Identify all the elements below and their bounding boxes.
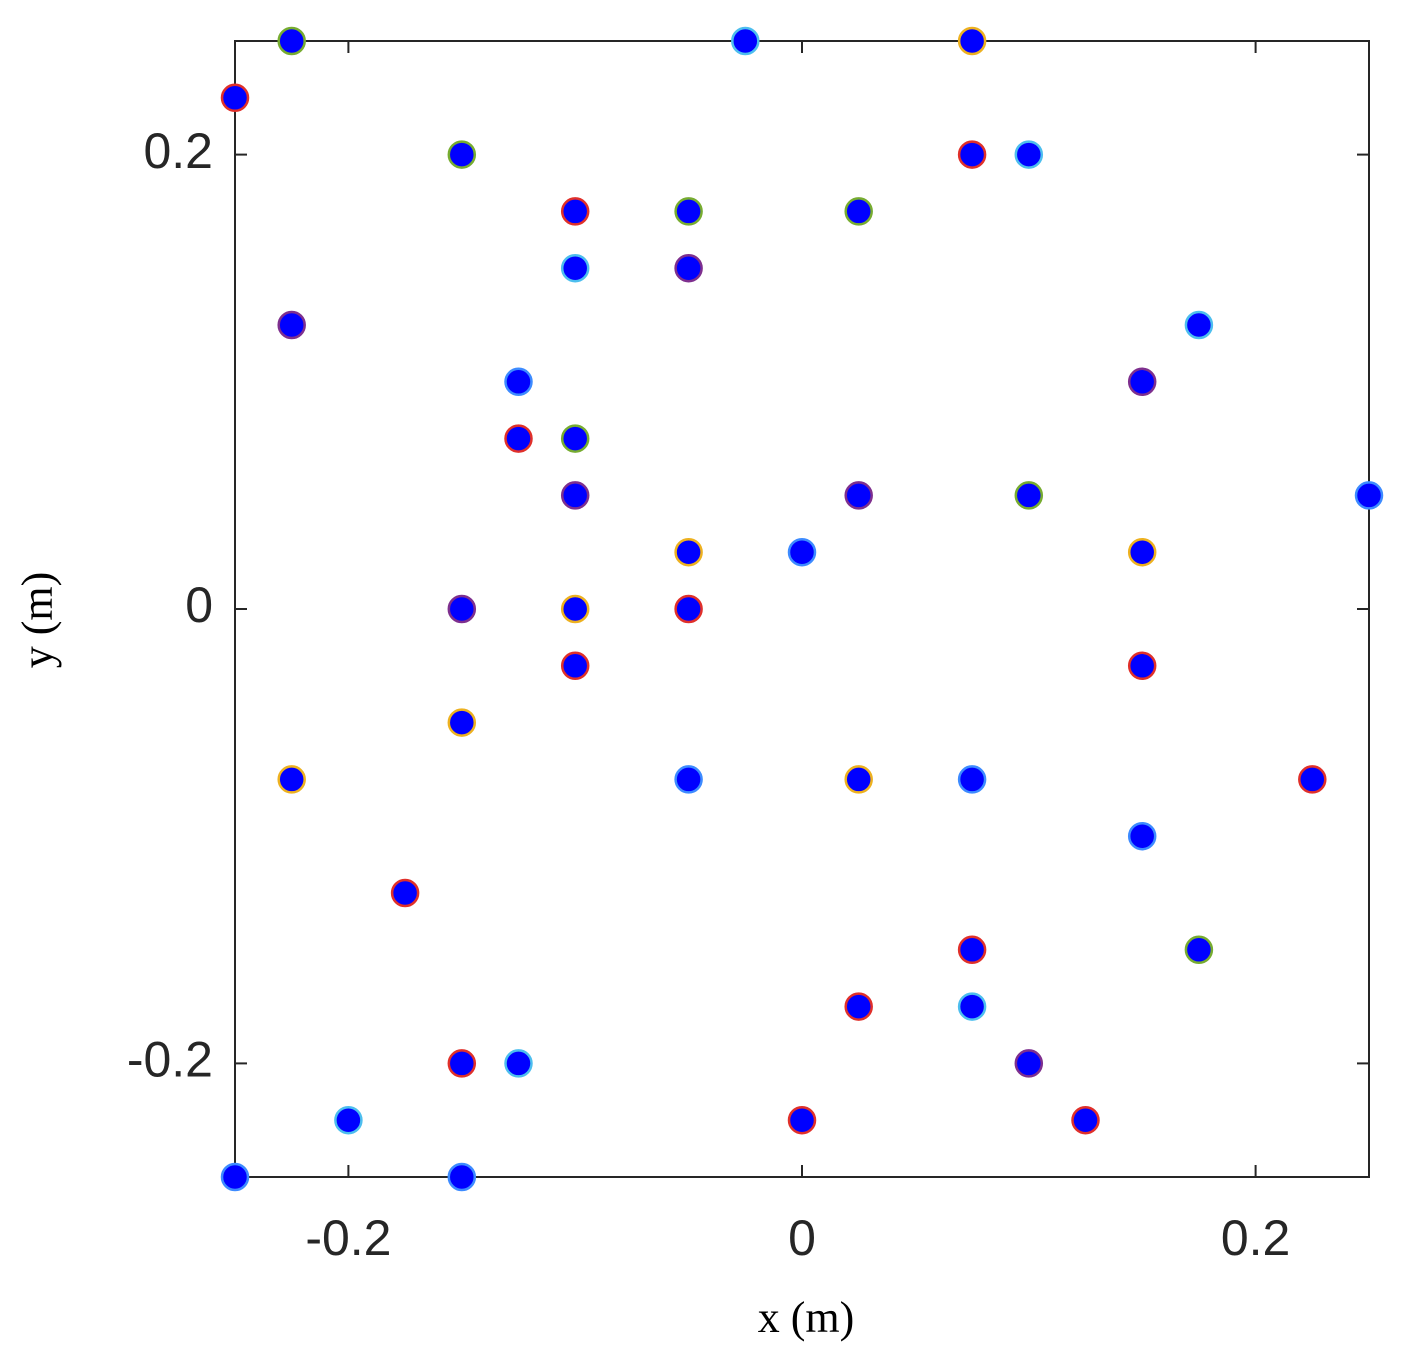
scatter-point bbox=[560, 197, 590, 226]
scatter-point bbox=[957, 140, 987, 169]
scatter-point bbox=[277, 26, 306, 56]
scatter-point bbox=[1184, 935, 1214, 965]
plot-frame bbox=[234, 40, 1370, 1178]
y-tick-label: 0.2 bbox=[143, 123, 213, 179]
scatter-point bbox=[1298, 765, 1327, 794]
scatter-point bbox=[1014, 1049, 1044, 1078]
scatter-point bbox=[1071, 1105, 1100, 1135]
scatter-point bbox=[447, 708, 477, 737]
scatter-point bbox=[957, 765, 987, 794]
scatter-point bbox=[674, 594, 703, 624]
scatter-point bbox=[220, 1162, 250, 1192]
scatter-point bbox=[390, 878, 420, 908]
scatter-point bbox=[560, 481, 590, 510]
scatter-point bbox=[957, 935, 987, 965]
scatter-point bbox=[674, 537, 703, 567]
scatter-point bbox=[1014, 481, 1044, 510]
scatter-point bbox=[560, 651, 590, 681]
scatter-point bbox=[504, 424, 533, 453]
scatter-point bbox=[731, 26, 760, 56]
scatter-point bbox=[447, 1049, 477, 1078]
scatter-point bbox=[844, 992, 873, 1021]
scatter-point bbox=[504, 1049, 533, 1078]
scatter-point bbox=[957, 26, 987, 56]
scatter-point bbox=[334, 1105, 363, 1135]
scatter-point bbox=[447, 1162, 477, 1192]
scatter-point bbox=[674, 253, 703, 283]
x-tick-label: -0.2 bbox=[305, 1210, 391, 1266]
y-axis-label: y (m) bbox=[13, 572, 62, 669]
scatter-point bbox=[1014, 140, 1044, 169]
scatter-point bbox=[1127, 537, 1157, 567]
scatter-point bbox=[787, 1105, 817, 1135]
scatter-point bbox=[1354, 481, 1384, 510]
x-tick-label: 0 bbox=[788, 1210, 816, 1266]
scatter-point bbox=[1127, 821, 1157, 851]
y-tick-label: -0.2 bbox=[127, 1032, 213, 1088]
scatter-point bbox=[1127, 367, 1157, 397]
scatter-point bbox=[674, 765, 703, 794]
scatter-point bbox=[844, 765, 873, 794]
x-tick-label: 0.2 bbox=[1221, 1210, 1291, 1266]
scatter-point bbox=[957, 992, 987, 1021]
scatter-point bbox=[1184, 310, 1214, 340]
scatter-point bbox=[844, 197, 873, 226]
scatter-point bbox=[1127, 651, 1157, 681]
scatter-point bbox=[277, 765, 306, 794]
x-axis-label: x (m) bbox=[758, 1293, 855, 1342]
scatter-point bbox=[447, 140, 477, 169]
scatter-point bbox=[674, 197, 703, 226]
scatter-point bbox=[560, 594, 590, 624]
scatter-point bbox=[844, 481, 873, 510]
scatter-point bbox=[447, 594, 477, 624]
scatter-point bbox=[504, 367, 533, 397]
scatter-point bbox=[560, 253, 590, 283]
y-tick-label: 0 bbox=[185, 577, 213, 633]
scatter-point bbox=[787, 537, 817, 567]
scatter-point bbox=[220, 83, 250, 113]
scatter-point bbox=[277, 310, 306, 340]
scatter-point bbox=[560, 424, 590, 453]
